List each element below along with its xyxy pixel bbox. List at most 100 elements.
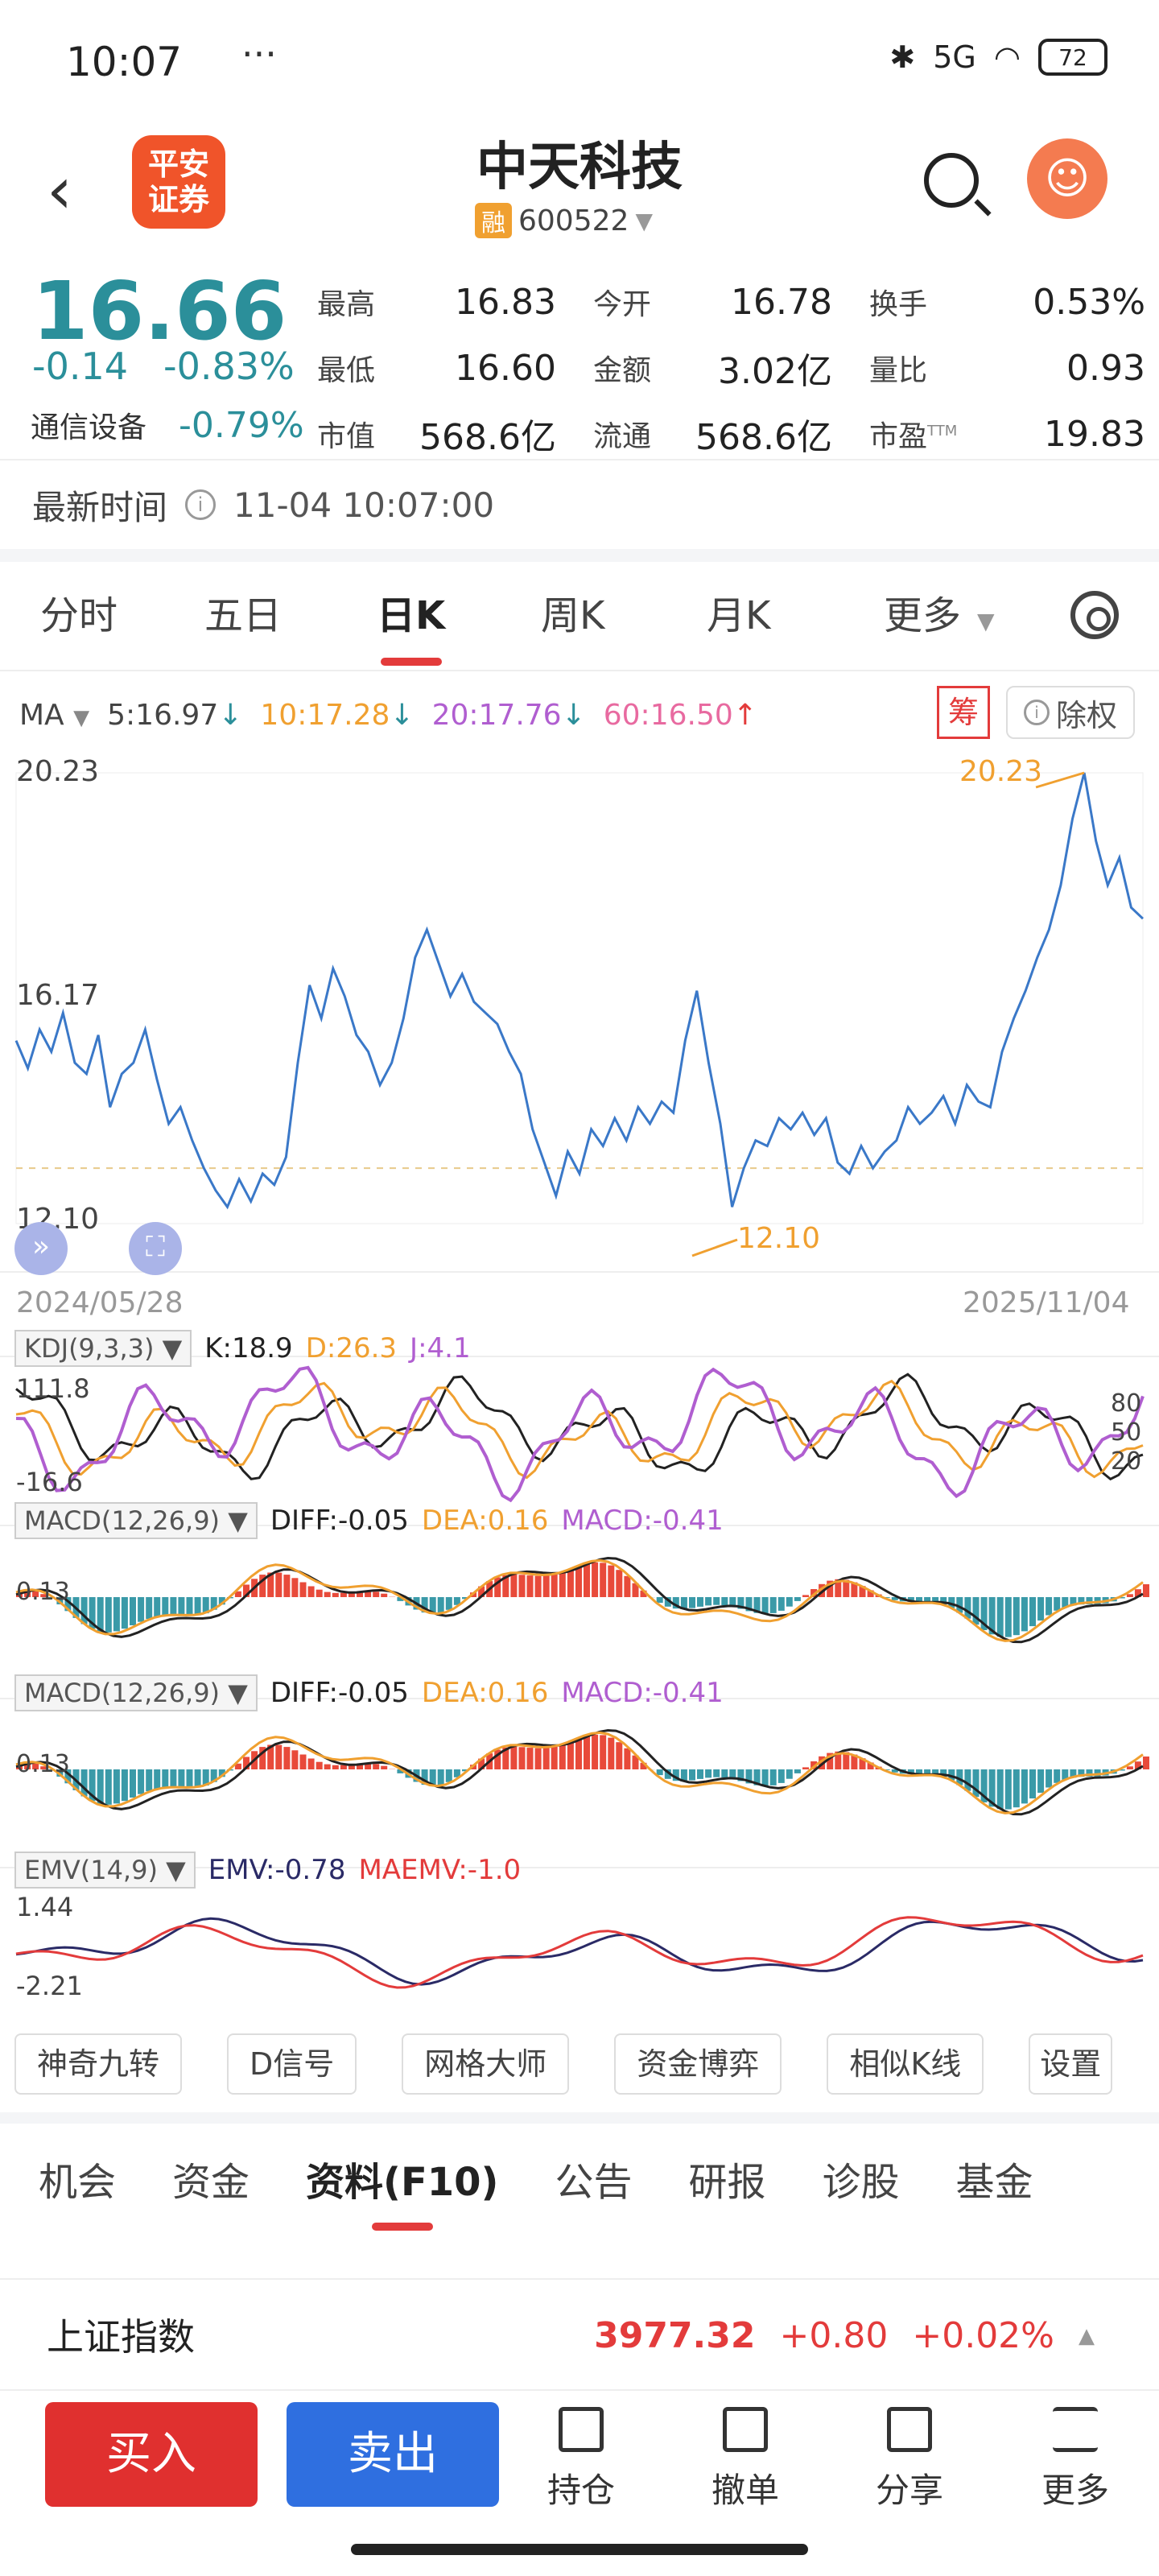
macd2-bar [32, 1763, 39, 1769]
macd1-bar [1054, 1597, 1061, 1611]
macd1-bar [24, 1590, 31, 1597]
tab-f10[interactable]: 资料(F10) [306, 2150, 499, 2231]
ma5-text: 5:16.97 [107, 698, 219, 732]
tab-intraday[interactable]: 分时 [40, 593, 118, 638]
index-ticker[interactable]: 上证指数 3977.32 +0.80 +0.02% ▲ [0, 2278, 1159, 2391]
macd1-bar [777, 1597, 785, 1611]
max-leader-line [1035, 771, 1085, 789]
macd-selector-1[interactable]: MACD(12,26,9) ▼ [14, 1502, 258, 1539]
emv-line-1 [15, 1916, 1144, 1989]
quote-value: 16.60 [455, 347, 556, 389]
macd1-bar [883, 1597, 890, 1598]
macd1-bar [381, 1593, 388, 1597]
kline-chart[interactable] [0, 741, 1159, 2029]
search-icon[interactable] [924, 153, 979, 208]
macd1-bar [737, 1597, 744, 1609]
settings-button[interactable]: 设置 [1029, 2033, 1113, 2095]
info-icon[interactable]: i [185, 489, 217, 520]
macd1-bar [624, 1575, 631, 1597]
chip-distribution-button[interactable]: 筹 [937, 686, 990, 739]
tab-monthly-k[interactable]: 月K [707, 593, 771, 638]
macd2-bar [1046, 1769, 1053, 1788]
macd2-bar [672, 1769, 679, 1781]
ma60-text: 60:16.50 [603, 698, 733, 732]
assistant-avatar[interactable]: ☺ [1027, 138, 1107, 219]
macd1-bar [600, 1563, 607, 1597]
macd1-bar [988, 1597, 996, 1635]
quote-label: 最低 [317, 354, 376, 387]
share-button[interactable]: 分享 [861, 2407, 958, 2512]
macd1-bar [80, 1597, 88, 1624]
macd2-bar [664, 1769, 671, 1779]
ex-rights-button[interactable]: i 除权 [1006, 686, 1135, 739]
x-start-label: 2024/05/28 [16, 1286, 184, 1319]
holdings-button[interactable]: 持仓 [533, 2407, 629, 2512]
grid-master-button[interactable]: 网格大师 [402, 2033, 570, 2095]
stock-code-selector[interactable]: 融 600522 ▼ [475, 203, 653, 238]
document-icon [559, 2407, 604, 2452]
similar-k-button[interactable]: 相似K线 [827, 2033, 984, 2095]
tab-diagnosis[interactable]: 诊股 [822, 2160, 900, 2205]
macd1-bar [89, 1597, 96, 1629]
macd1-bar [859, 1586, 866, 1597]
kdj-y-top: 111.8 [16, 1373, 90, 1404]
magic-nine-button[interactable]: 神奇九转 [14, 2033, 183, 2095]
kdj-tick-50: 50 [1111, 1418, 1142, 1447]
macd1-bar [664, 1597, 671, 1607]
expand-sidebar-icon[interactable]: » [14, 1222, 68, 1275]
macd2-bar [745, 1769, 753, 1784]
info-tabs: 机会 资金 资料(F10) 公告 研报 诊股 基金 [0, 2122, 1159, 2235]
macd2-bar [924, 1769, 931, 1774]
ex-rights-label: 除权 [1055, 697, 1117, 733]
ma-selector[interactable]: MA ▼ [19, 699, 89, 732]
macd1-bar [551, 1574, 558, 1597]
fund-game-button[interactable]: 资金博弈 [614, 2033, 782, 2095]
macd-value: MACD:-0.41 [561, 1677, 724, 1709]
macd2-bar [421, 1769, 428, 1785]
tab-daily-k[interactable]: 日K [377, 561, 445, 671]
ma-legend: MA ▼ 5:16.97↓ 10:17.28↓ 20:17.76↓ 60:16.… [0, 689, 1159, 741]
share-icon [887, 2407, 932, 2452]
logo-line2: 证券 [147, 182, 209, 217]
chart-period-tabs: 分时 五日 日K 周K 月K 更多 ▼ [0, 562, 1159, 671]
tab-funds[interactable]: 资金 [172, 2160, 250, 2205]
tab-announcements[interactable]: 公告 [555, 2160, 633, 2205]
tab-weekly-k[interactable]: 周K [541, 593, 605, 638]
macd1-bar [259, 1575, 266, 1597]
quote-label: 今开 [593, 288, 652, 321]
macd2-bar [494, 1749, 501, 1769]
macd1-bar [713, 1597, 720, 1605]
tab-fund[interactable]: 基金 [955, 2160, 1033, 2205]
macd2-bar [146, 1769, 153, 1792]
macd1-bar [357, 1591, 363, 1597]
quote-cell: 金额 3.02亿 [593, 342, 869, 394]
quote-cell: 量比 0.93 [869, 347, 1145, 389]
sell-button[interactable]: 卖出 [287, 2402, 499, 2507]
fullscreen-icon[interactable]: ⛶ [129, 1222, 182, 1275]
gear-icon[interactable] [1070, 591, 1119, 639]
emv-selector[interactable]: EMV(14,9) ▼ [14, 1852, 196, 1889]
y-mid-label: 16.17 [16, 979, 100, 1012]
more-button[interactable]: 更多 [1027, 2407, 1124, 2512]
max-price-label: 20.23 [959, 755, 1043, 788]
kdj-selector[interactable]: KDJ(9,3,3) ▼ [14, 1330, 192, 1367]
tab-opportunity[interactable]: 机会 [39, 2160, 117, 2205]
quote-cell: 最低 16.60 [317, 347, 593, 389]
back-icon[interactable]: ‹ [47, 153, 72, 228]
industry-info[interactable]: 通信设备 -0.79% [31, 404, 304, 446]
macd2-bar [632, 1755, 639, 1769]
macd1-bar [680, 1597, 687, 1609]
tab-research[interactable]: 研报 [688, 2160, 766, 2205]
macd-selector-2[interactable]: MACD(12,26,9) ▼ [14, 1674, 258, 1711]
macd2-bar [1118, 1769, 1125, 1771]
cancel-order-button[interactable]: 撤单 [697, 2407, 794, 2512]
buy-button[interactable]: 买入 [45, 2402, 258, 2507]
macd1-bar [786, 1597, 793, 1607]
ma10-value: 10:17.28↓ [260, 698, 415, 732]
cancel-label: 撤单 [711, 2471, 779, 2510]
macd2-bar [948, 1769, 955, 1781]
macd2-bar [777, 1769, 785, 1783]
tab-five-day[interactable]: 五日 [204, 593, 283, 638]
d-signal-button[interactable]: D信号 [227, 2033, 357, 2095]
tab-more[interactable]: 更多 ▼ [884, 561, 995, 671]
